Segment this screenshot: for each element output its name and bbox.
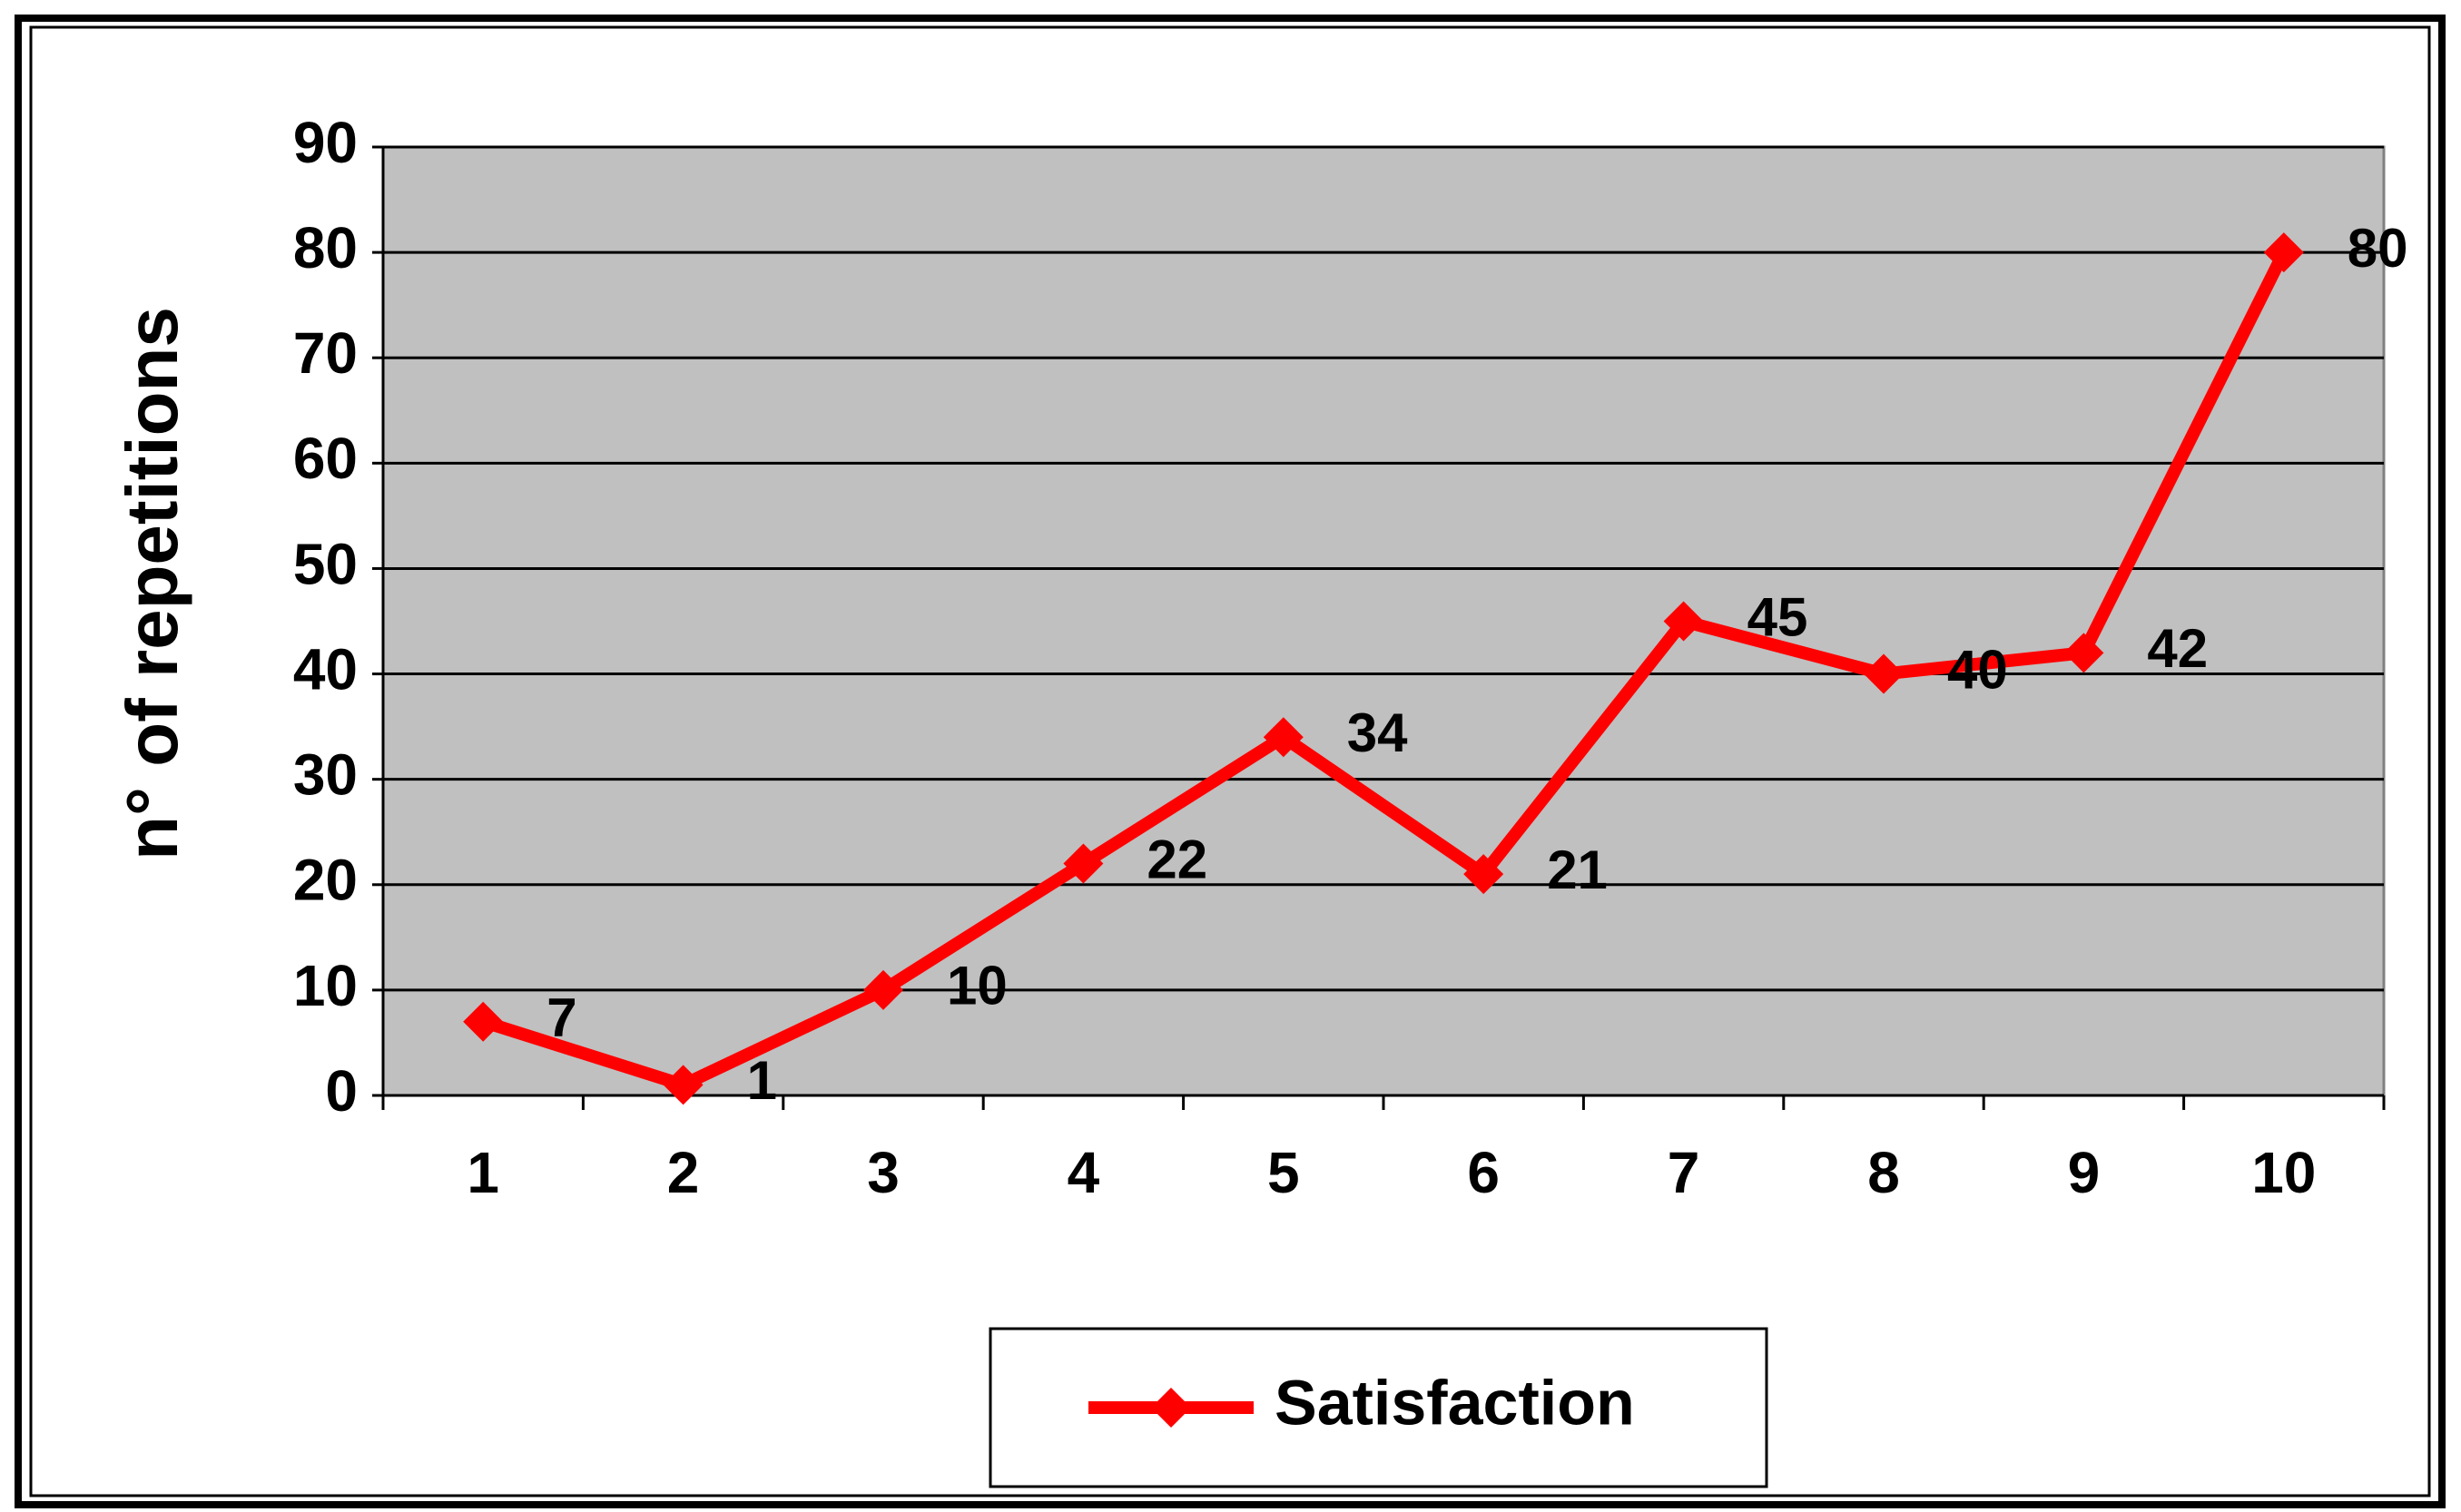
frame-inner [29, 25, 2431, 1497]
y-tick-label: 70 [293, 320, 358, 386]
data-label: 7 [546, 987, 576, 1048]
data-marker [1263, 717, 1304, 758]
x-tick-label: 9 [2068, 1140, 2101, 1205]
data-marker [1463, 854, 1504, 895]
x-tick-label: 3 [867, 1140, 900, 1205]
data-label: 40 [1947, 639, 2008, 700]
frame-outer [15, 15, 2446, 1508]
data-label: 34 [1347, 702, 1408, 763]
x-tick-label: 8 [1867, 1140, 1900, 1205]
data-marker [1663, 601, 1704, 642]
y-tick-label: 50 [293, 531, 358, 596]
y-tick-label: 10 [293, 953, 358, 1018]
data-label: 1 [747, 1050, 777, 1111]
y-tick-label: 60 [293, 426, 358, 491]
y-tick-label: 0 [325, 1058, 358, 1124]
y-tick-label: 40 [293, 636, 358, 702]
x-tick-label: 7 [1668, 1140, 1700, 1205]
data-marker [1063, 843, 1104, 884]
plot-area [381, 145, 2386, 1097]
data-label: 22 [1147, 829, 1207, 889]
y-tick-label: 20 [293, 848, 358, 913]
data-marker [2063, 633, 2104, 673]
x-tick-label: 5 [1267, 1140, 1300, 1205]
data-label: 42 [2147, 618, 2208, 679]
legend-label: Satisfaction [1275, 1367, 1635, 1438]
x-tick-label: 4 [1068, 1140, 1100, 1205]
data-label: 10 [947, 956, 1008, 1016]
data-marker [1864, 653, 1904, 694]
y-tick-label: 30 [293, 742, 358, 808]
data-marker [863, 969, 903, 1010]
y-tick-label: 80 [293, 215, 358, 280]
y-tick-label: 90 [293, 110, 358, 175]
x-tick-label: 1 [467, 1140, 499, 1205]
legend-marker [1151, 1388, 1191, 1428]
data-label: 45 [1747, 586, 1808, 647]
data-marker [663, 1065, 704, 1105]
data-label: 21 [1547, 839, 1608, 900]
x-tick-label: 2 [667, 1140, 700, 1205]
data-line [481, 249, 2290, 1092]
data-marker [2263, 232, 2304, 273]
x-tick-label: 10 [2251, 1140, 2316, 1205]
data-marker [463, 1001, 504, 1042]
x-tick-label: 6 [1467, 1140, 1500, 1205]
y-axis-label: n° of repetitions [112, 307, 192, 860]
data-label: 80 [2348, 218, 2408, 279]
